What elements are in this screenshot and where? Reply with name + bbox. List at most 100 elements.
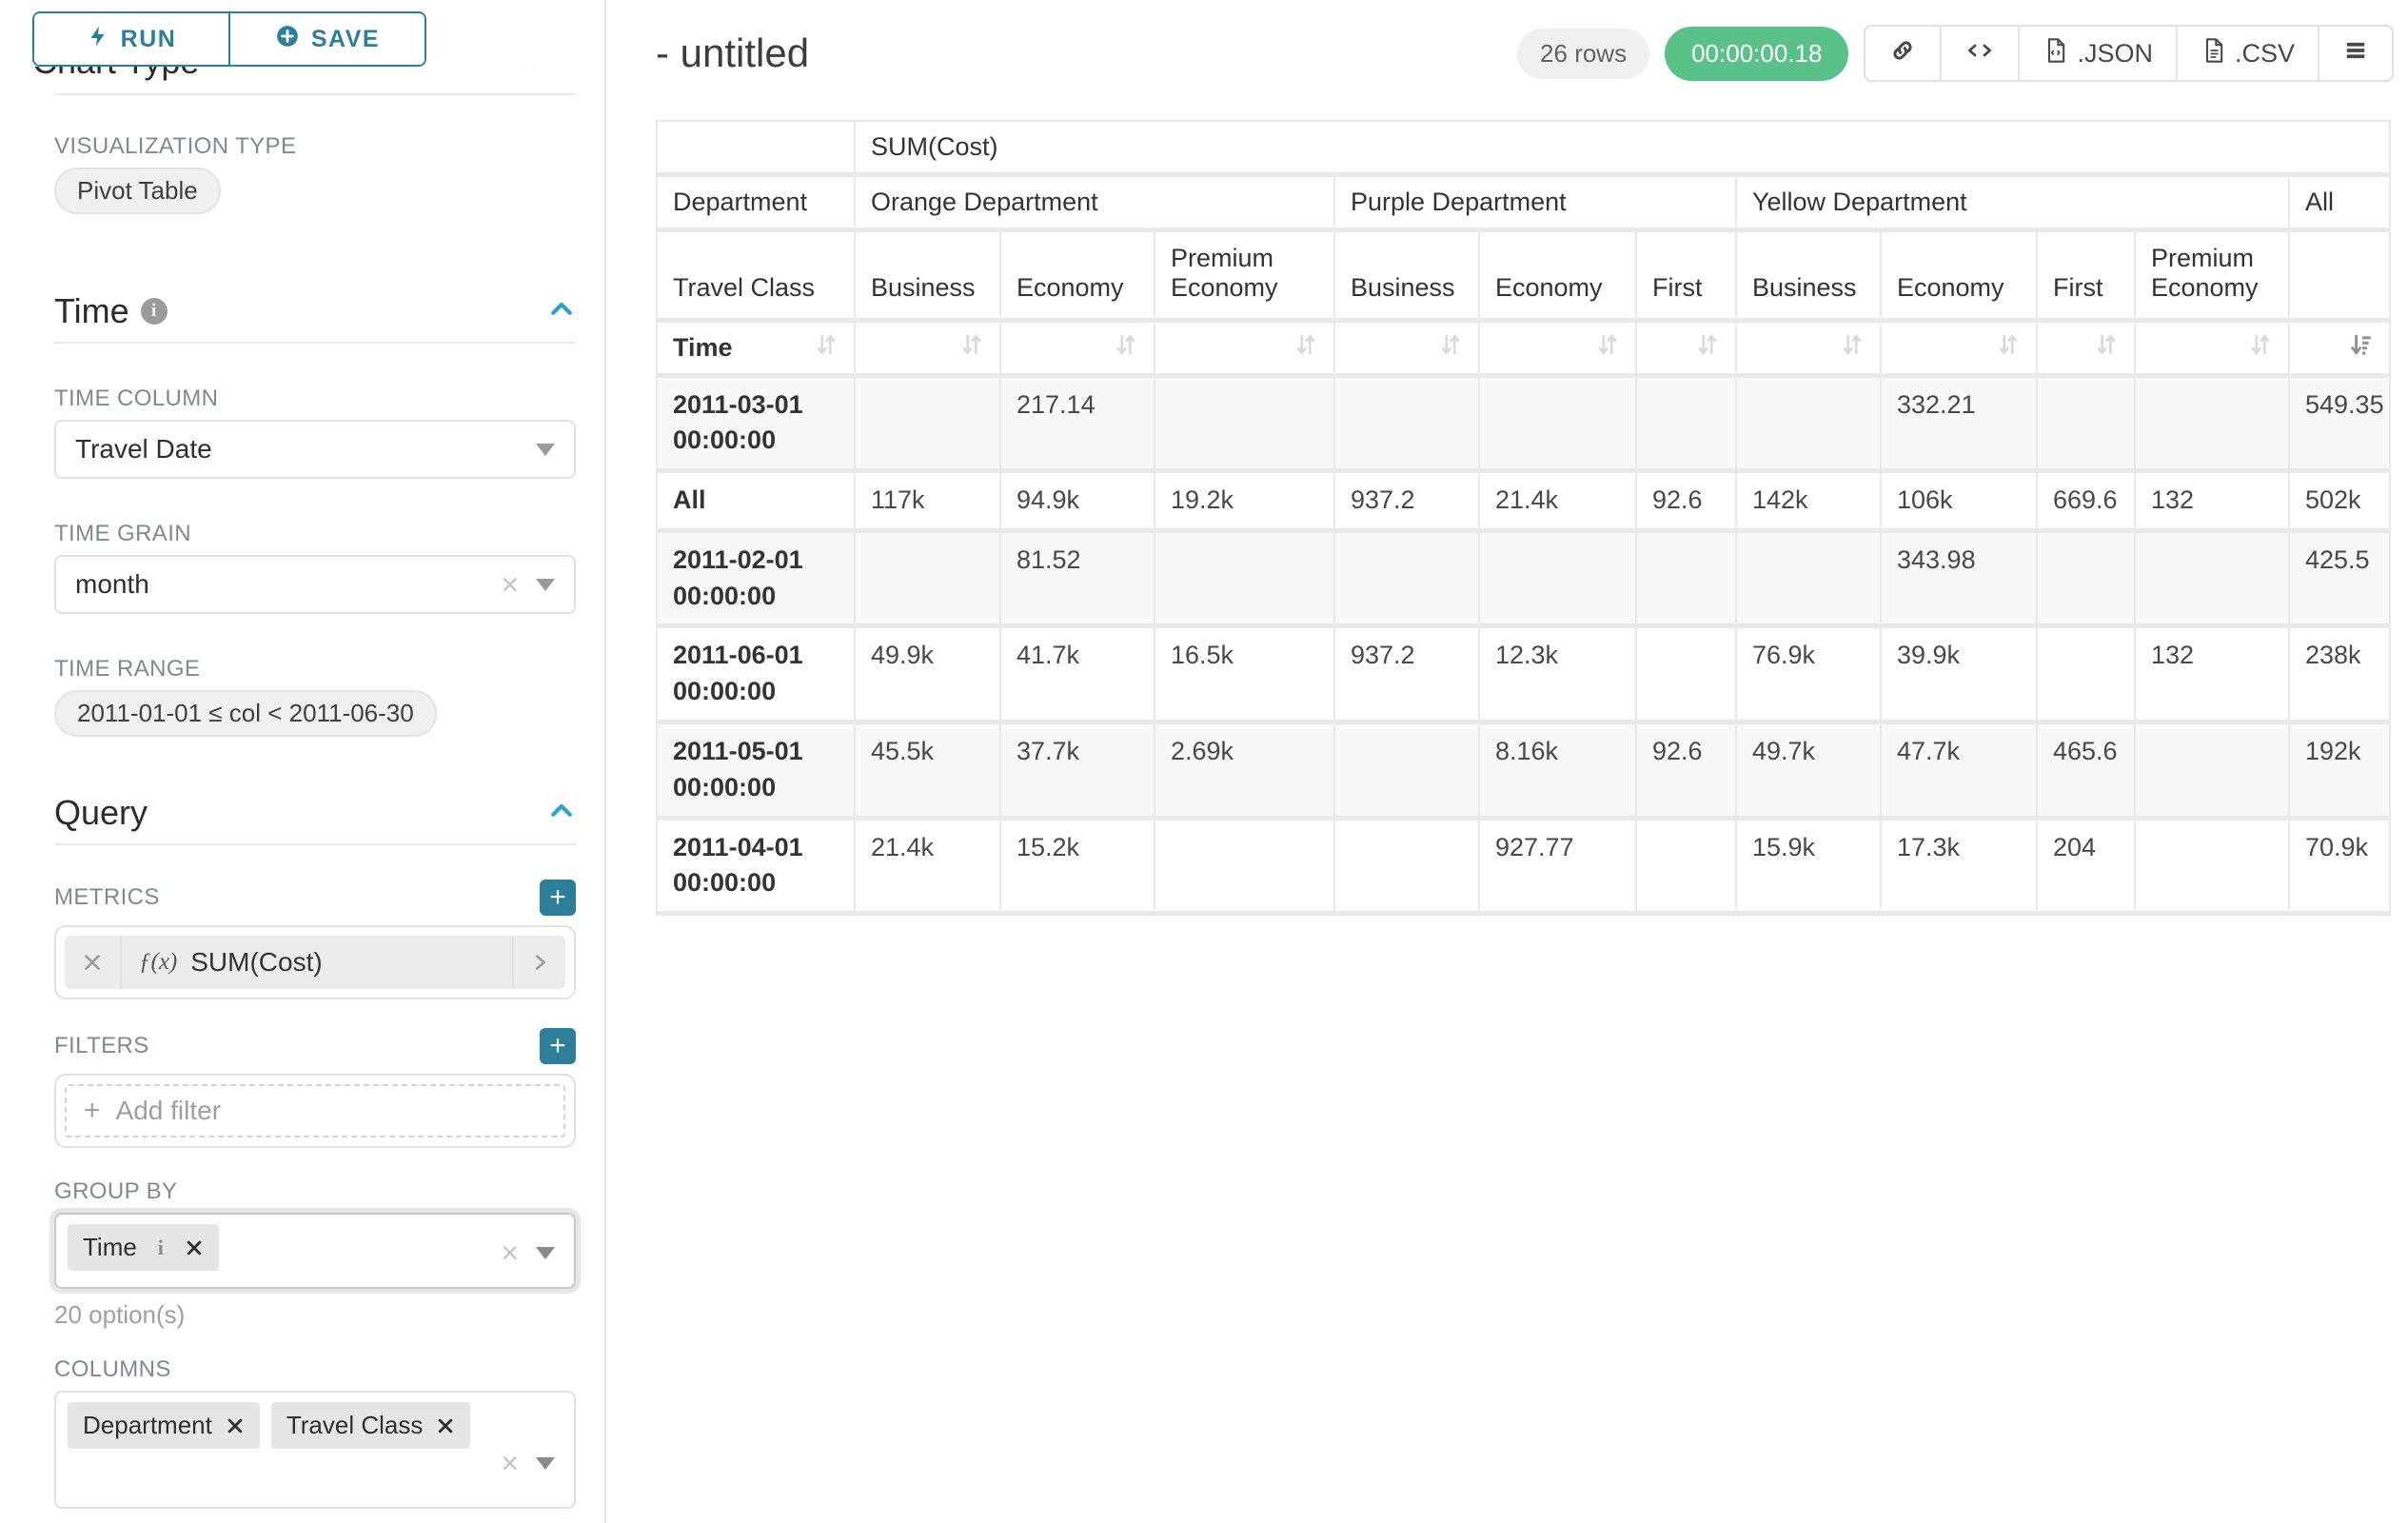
time-range-label: TIME RANGE xyxy=(54,656,201,682)
pivot-value-cell: 47.7k xyxy=(1880,721,2038,821)
embed-code-button[interactable] xyxy=(1940,27,2018,80)
file-csv-icon xyxy=(2201,36,2227,71)
group-by-select[interactable]: Time i × xyxy=(54,1213,576,1289)
menu-button[interactable] xyxy=(2318,27,2392,80)
pivot-value-cell: 21.4k xyxy=(1478,469,1637,533)
column-sort-header[interactable] xyxy=(1333,319,1480,378)
pivot-value-cell: 238k xyxy=(2287,624,2392,725)
pivot-corner-cell xyxy=(656,120,856,177)
plus-circle-icon xyxy=(275,24,300,55)
chevron-up-icon[interactable] xyxy=(547,797,576,830)
add-metric-button[interactable]: + xyxy=(540,880,576,916)
export-csv-button[interactable]: .CSV xyxy=(2175,27,2318,80)
remove-metric-icon[interactable] xyxy=(65,936,122,989)
pivot-value-cell: 117k xyxy=(854,469,1001,533)
columns-select[interactable]: Department Travel Class × xyxy=(54,1391,576,1509)
query-section-header[interactable]: Query xyxy=(54,792,576,834)
pivot-value-cell: 45.5k xyxy=(854,721,1001,821)
table-row: 2011-03-01 00:00:00 217.14 332.21 549.35 xyxy=(656,374,2392,474)
sort-arrows-icon xyxy=(1114,332,1138,364)
table-row: 2011-05-01 00:00:00 45.5k 37.7k 2.69k 8.16k 9… xyxy=(656,721,2392,821)
group-by-tag[interactable]: Time i xyxy=(68,1224,219,1271)
clear-icon[interactable]: × xyxy=(501,567,519,602)
column-sort-header[interactable] xyxy=(2287,319,2392,378)
visualization-type-chip[interactable]: Pivot Table xyxy=(54,168,221,214)
save-button[interactable]: SAVE xyxy=(228,13,424,65)
chevron-up-icon[interactable] xyxy=(547,295,576,328)
column-header: First xyxy=(1635,228,1737,323)
column-group-header: All xyxy=(2287,173,2392,232)
add-filter-button[interactable]: + Add filter xyxy=(65,1084,565,1137)
column-sort-header[interactable] xyxy=(1735,319,1882,378)
add-filter-plus-button[interactable]: + xyxy=(540,1028,576,1064)
pivot-value-cell: 92.6 xyxy=(1635,469,1737,533)
pivot-value-cell: 142k xyxy=(1735,469,1882,533)
column-sort-header[interactable] xyxy=(1478,319,1637,378)
copy-link-button[interactable] xyxy=(1865,27,1940,80)
columns-tag[interactable]: Department xyxy=(68,1402,260,1449)
row-label-cell: All xyxy=(656,469,856,533)
metric-pill[interactable]: ƒ(x) SUM(Cost) xyxy=(65,936,565,989)
pivot-value-cell: 49.9k xyxy=(854,624,1001,725)
column-sort-header[interactable] xyxy=(2134,319,2290,378)
pivot-value-cell: 15.2k xyxy=(999,817,1155,917)
column-sort-header[interactable] xyxy=(1154,319,1335,378)
row-count-badge: 26 rows xyxy=(1517,28,1650,79)
columns-label: COLUMNS xyxy=(54,1356,171,1382)
pivot-table: SUM(Cost) Department Orange Department Purp… xyxy=(656,120,2392,917)
column-group-header: Orange Department xyxy=(854,173,1335,232)
column-sort-header[interactable] xyxy=(999,319,1155,378)
file-json-icon xyxy=(2043,36,2069,71)
column-sort-header[interactable] xyxy=(1880,319,2038,378)
column-header: Economy xyxy=(1880,228,2038,323)
pivot-value-cell: 549.35 xyxy=(2287,374,2392,474)
time-column-select[interactable]: Travel Date xyxy=(54,420,576,479)
pivot-value-cell: 19.2k xyxy=(1154,469,1335,533)
visualization-type-label: VISUALIZATION TYPE xyxy=(54,133,297,159)
columns-tag[interactable]: Travel Class xyxy=(270,1402,471,1449)
run-button[interactable]: RUN xyxy=(34,13,228,65)
expand-metric-icon[interactable] xyxy=(512,936,565,989)
time-grain-label: TIME GRAIN xyxy=(54,521,192,546)
time-sort-header[interactable]: Time xyxy=(656,319,856,378)
hamburger-icon xyxy=(2342,37,2369,70)
row-dimension-header: Department xyxy=(656,173,856,232)
time-range-chip[interactable]: 2011-01-01 ≤ col < 2011-06-30 xyxy=(54,690,437,737)
clear-icon[interactable]: × xyxy=(501,1236,519,1270)
pivot-value-cell xyxy=(1635,529,1737,629)
lightning-icon xyxy=(87,25,109,54)
clear-icon[interactable]: × xyxy=(501,1446,519,1480)
column-sort-header[interactable] xyxy=(854,319,1001,378)
remove-tag-icon[interactable] xyxy=(185,1238,204,1257)
pivot-value-cell xyxy=(1635,374,1737,474)
metrics-label: METRICS xyxy=(54,884,160,910)
pivot-value-cell: 425.5 xyxy=(2287,529,2392,629)
export-json-button[interactable]: .JSON xyxy=(2018,27,2176,80)
pivot-value-cell: 217.14 xyxy=(999,374,1155,474)
chevron-down-icon xyxy=(536,443,555,456)
sort-arrows-icon xyxy=(814,332,839,364)
pivot-value-cell xyxy=(1154,529,1335,629)
pivot-value-cell: 465.6 xyxy=(2036,721,2136,821)
remove-tag-icon[interactable] xyxy=(436,1416,455,1435)
pivot-value-cell: 94.9k xyxy=(999,469,1155,533)
remove-tag-icon[interactable] xyxy=(226,1416,245,1435)
info-circle-icon: i xyxy=(140,298,168,325)
column-sort-header[interactable] xyxy=(2036,319,2136,378)
column-header: Premium Economy xyxy=(2134,228,2290,323)
pivot-value-cell xyxy=(1333,529,1480,629)
sort-arrows-icon xyxy=(2248,332,2273,364)
plus-icon: + xyxy=(84,1095,101,1126)
pivot-value-cell xyxy=(2134,529,2290,629)
time-section-header[interactable]: Time i xyxy=(54,290,576,332)
pivot-value-cell xyxy=(2036,529,2136,629)
pivot-value-cell: 16.5k xyxy=(1154,624,1335,725)
column-sort-header[interactable] xyxy=(1635,319,1737,378)
pivot-value-cell: 204 xyxy=(2036,817,2136,917)
metric-name: SUM(Cost) xyxy=(190,947,323,977)
pivot-value-cell: 12.3k xyxy=(1478,624,1637,725)
section-divider xyxy=(54,342,576,344)
time-section-title: Time xyxy=(54,291,129,330)
time-grain-select[interactable]: month × xyxy=(54,555,576,614)
filters-label: FILTERS xyxy=(54,1033,149,1058)
